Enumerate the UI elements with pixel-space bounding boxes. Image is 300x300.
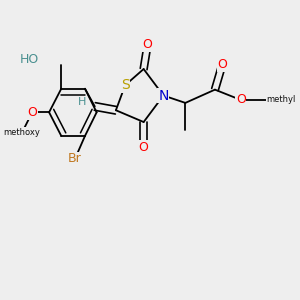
- Text: Br: Br: [68, 152, 82, 165]
- Text: methoxy: methoxy: [4, 128, 41, 137]
- Text: O: O: [139, 141, 148, 154]
- Text: methyl: methyl: [266, 95, 296, 104]
- Text: S: S: [121, 78, 130, 92]
- Text: O: O: [218, 58, 227, 71]
- Text: O: O: [143, 38, 152, 51]
- Text: O: O: [27, 106, 37, 119]
- Text: O: O: [236, 93, 246, 106]
- Text: HO: HO: [19, 53, 38, 66]
- Text: H: H: [77, 97, 86, 107]
- Text: N: N: [158, 88, 169, 103]
